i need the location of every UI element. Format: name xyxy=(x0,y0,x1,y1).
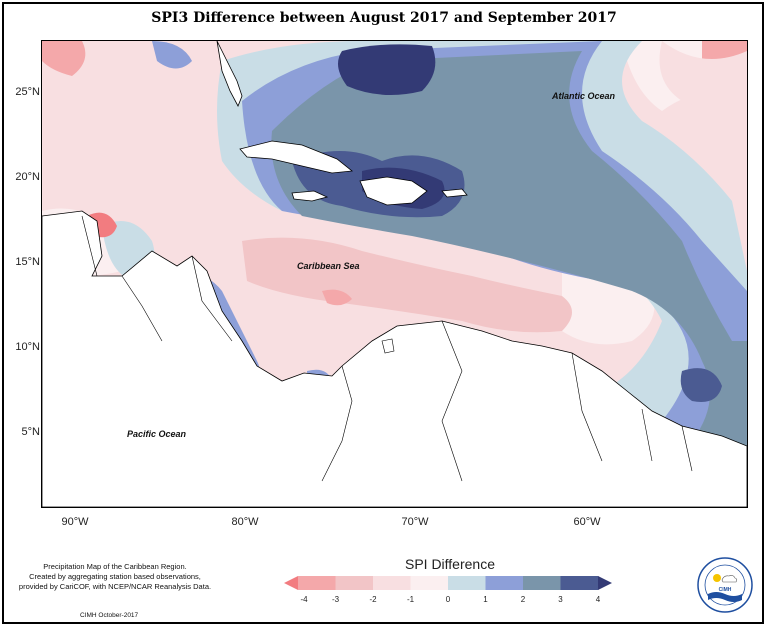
legend-swatch xyxy=(448,576,486,590)
footnote: Precipitation Map of the Caribbean Regio… xyxy=(10,562,220,592)
legend-arrow-low xyxy=(284,576,298,590)
legend-swatch xyxy=(410,576,449,590)
footnote-line-2: Created by aggregating station based obs… xyxy=(29,572,201,581)
cimh-logo: CIMH xyxy=(696,556,754,619)
label-caribbean-sea: Caribbean Sea xyxy=(297,261,360,271)
footnote-line-3: provided by CariCOF, with NCEP/NCAR Rean… xyxy=(18,582,212,591)
legend-tick-label: 2 xyxy=(521,595,526,604)
footnote-line-1: Precipitation Map of the Caribbean Regio… xyxy=(43,562,187,571)
lat-tick-15n: 15°N xyxy=(15,256,40,268)
legend-tick-label: -2 xyxy=(369,595,377,604)
spi-difference-map: Atlantic Ocean Caribbean Sea Pacific Oce… xyxy=(42,41,747,507)
legend-colorbar: -4 -3 -2 -1 0 1 2 3 4 xyxy=(284,576,612,604)
credit-text: CIMH October-2017 xyxy=(80,612,139,619)
label-pacific-ocean: Pacific Ocean xyxy=(127,429,187,439)
lon-tick-70w: 70°W xyxy=(401,516,429,528)
legend-tick-label: 0 xyxy=(446,595,451,604)
land-florida xyxy=(216,41,243,107)
zone-2-florida xyxy=(152,41,192,69)
zone-neutral-pink-ne xyxy=(659,41,747,121)
lat-tick-5n: 5°N xyxy=(21,426,40,438)
cimh-sun-cloud-logo-icon: CIMH xyxy=(697,557,753,613)
map-title: SPI3 Difference between August 2017 and … xyxy=(151,10,617,26)
legend-tick-label: 3 xyxy=(558,595,563,604)
lat-tick-20n: 20°N xyxy=(15,171,40,183)
legend-swatch xyxy=(335,576,374,590)
legend-swatch xyxy=(485,576,524,590)
land-aruba-area xyxy=(381,338,395,354)
legend-swatch xyxy=(298,576,336,590)
zone-4-north xyxy=(338,44,436,95)
legend-tick-label: 1 xyxy=(483,595,488,604)
lon-tick-80w: 80°W xyxy=(231,516,259,528)
zone-3-guyana xyxy=(680,368,722,402)
label-atlantic-ocean: Atlantic Ocean xyxy=(551,91,616,101)
land-cuba xyxy=(239,140,354,174)
legend-tick-label: -1 xyxy=(407,595,415,604)
zone-neg-nw xyxy=(42,41,86,76)
legend-title: SPI Difference xyxy=(404,556,495,572)
legend-tick-label: -3 xyxy=(332,595,340,604)
lon-tick-60w: 60°W xyxy=(573,516,601,528)
map-panel: Atlantic Ocean Caribbean Sea Pacific Oce… xyxy=(41,40,748,508)
legend-tick-label: 4 xyxy=(596,595,601,604)
logo-text: CIMH xyxy=(719,587,732,593)
legend-arrow-high xyxy=(598,576,612,590)
legend-swatch xyxy=(373,576,411,590)
legend-swatch xyxy=(560,576,599,590)
country-borders xyxy=(81,215,693,482)
land-puerto-rico xyxy=(441,188,468,198)
lat-tick-25n: 25°N xyxy=(15,86,40,98)
land-hispaniola xyxy=(359,176,428,206)
legend-tick-label: -4 xyxy=(300,595,308,604)
legend-swatch xyxy=(523,576,561,590)
land-jamaica xyxy=(291,190,329,202)
zone-neg-caribbean xyxy=(242,237,572,333)
zone-neg-spot xyxy=(322,289,352,306)
lat-tick-10n: 10°N xyxy=(15,341,40,353)
lon-tick-90w: 90°W xyxy=(61,516,89,528)
